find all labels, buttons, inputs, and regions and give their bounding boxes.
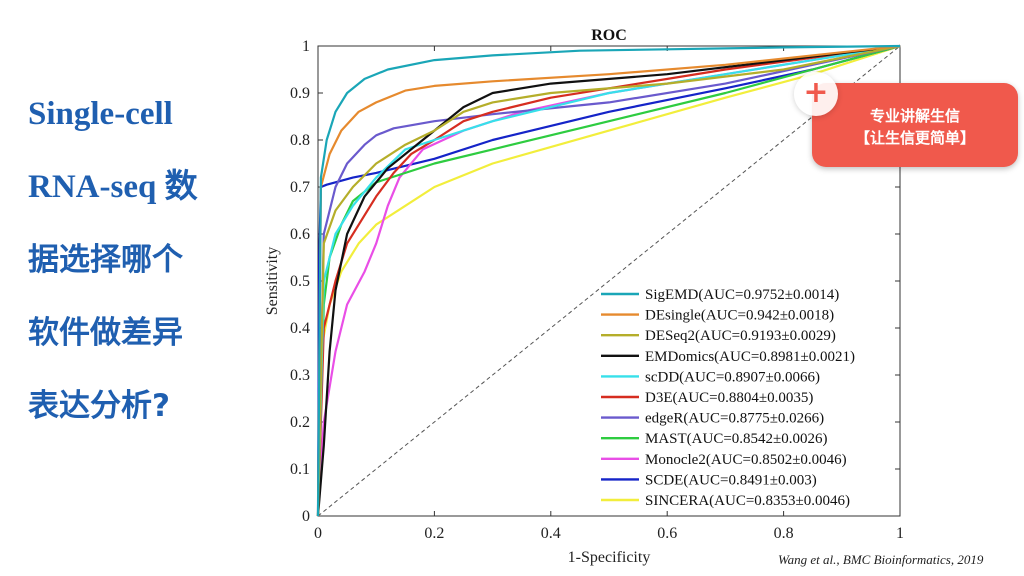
- x-tick-label: 0.4: [541, 525, 561, 542]
- y-tick-label: 0.5: [290, 273, 310, 290]
- citation: Wang et al., BMC Bioinformatics, 2019: [778, 552, 984, 567]
- x-tick-label: 0.8: [774, 525, 794, 542]
- slide-title-line: 据选择哪个: [28, 242, 183, 278]
- x-tick-label: 0.6: [657, 525, 677, 542]
- slide-title: Single-cell RNA-seq 数 据选择哪个 软件做差异 表达分析?: [28, 78, 258, 443]
- legend-entry: SigEMD(AUC=0.9752±0.0014): [645, 287, 839, 303]
- chart-title: ROC: [591, 27, 627, 44]
- slide-title-line: Single-cell: [28, 96, 173, 132]
- roc-chart: 0 0.2 0.4 0.6 0.8 1 0 0.1 0.2 0.3 0.4 0.5 0.6 0.7 0.8 0…: [264, 27, 904, 566]
- series-line: [316, 44, 901, 517]
- y-tick-label: 0.6: [290, 226, 310, 243]
- series-line: [316, 44, 901, 517]
- y-axis-label: Sensitivity: [264, 247, 281, 315]
- badge-line-1: 专业讲解生信: [869, 107, 960, 125]
- y-tick-label: 0.9: [290, 85, 310, 102]
- x-tick-label: 0.2: [424, 525, 444, 542]
- diagonal-reference-line: [317, 45, 901, 517]
- badge-line-2: 【让生信更简单】: [854, 129, 975, 147]
- slide-title-line: 表达分析?: [28, 388, 170, 424]
- legend-entry: Monocle2(AUC=0.8502±0.0046): [645, 452, 847, 468]
- legend-entry: DESeq2(AUC=0.9193±0.0029): [645, 328, 836, 344]
- legend-entry: D3E(AUC=0.8804±0.0035): [645, 390, 813, 406]
- legend-entry: DEsingle(AUC=0.942±0.0018): [645, 308, 834, 324]
- plus-icon[interactable]: +: [794, 72, 838, 116]
- legend-entry: MAST(AUC=0.8542±0.0026): [645, 431, 828, 447]
- slide-title-line: RNA-seq 数: [28, 169, 198, 205]
- y-tick-label: 0.4: [290, 320, 310, 337]
- legend-entry: EMDomics(AUC=0.8981±0.0021): [645, 349, 855, 365]
- legend-entry: edgeR(AUC=0.8775±0.0266): [645, 411, 824, 427]
- y-tick-label: 0: [302, 508, 310, 525]
- x-tick-label: 1: [896, 525, 904, 542]
- slide-title-line: 软件做差异: [28, 315, 183, 351]
- series-line: [316, 44, 901, 517]
- series-line: [316, 44, 901, 517]
- legend-entry: SINCERA(AUC=0.8353±0.0046): [645, 493, 850, 509]
- y-tick-label: 0.3: [290, 367, 310, 384]
- legend-entry: SCDE(AUC=0.8491±0.003): [645, 472, 817, 488]
- legend-entry: scDD(AUC=0.8907±0.0066): [645, 369, 820, 385]
- series-line: [316, 44, 901, 517]
- y-tick-label: 0.2: [290, 414, 310, 431]
- y-tick-label: 0.1: [290, 461, 310, 478]
- x-axis-label: 1-Specificity: [568, 549, 651, 566]
- y-tick-label: 1: [302, 38, 310, 55]
- y-tick-label: 0.8: [290, 132, 310, 149]
- series-line: [316, 44, 901, 517]
- promo-badge[interactable]: 专业讲解生信 【让生信更简单】: [812, 83, 1018, 167]
- x-tick-label: 0: [314, 525, 322, 542]
- y-tick-label: 0.7: [290, 179, 310, 196]
